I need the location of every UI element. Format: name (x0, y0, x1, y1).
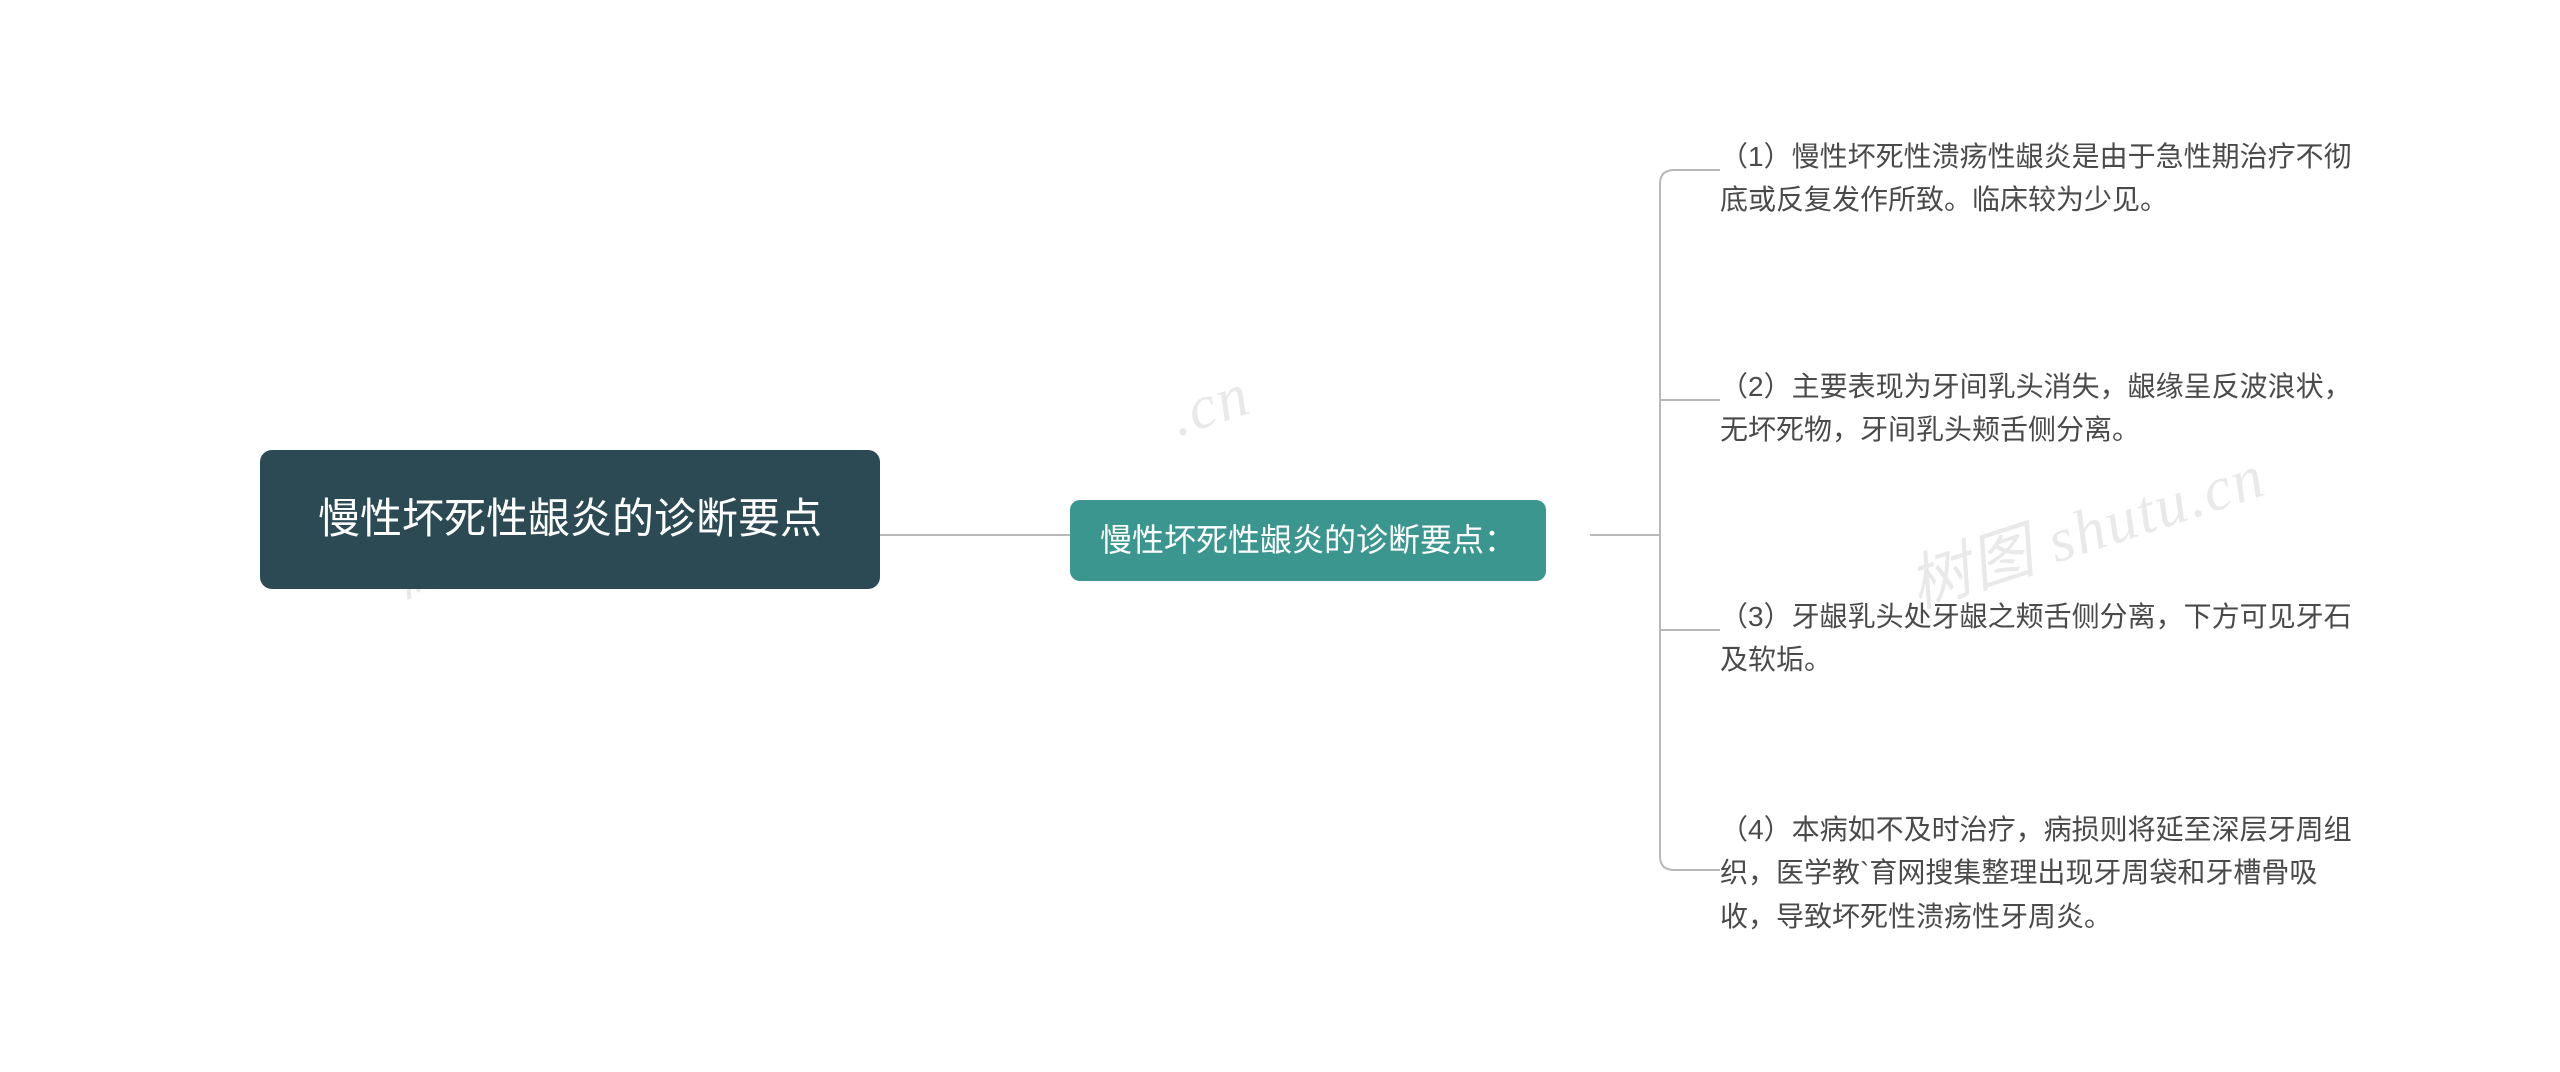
leaf-node: （3）牙龈乳头处牙龈之颊舌侧分离，下方可见牙石及软垢。 (1720, 595, 2360, 682)
leaf-text: （3）牙龈乳头处牙龈之颊舌侧分离，下方可见牙石及软垢。 (1720, 595, 2360, 682)
leaf-text: （1）慢性坏死性溃疡性龈炎是由于急性期治疗不彻底或反复发作所致。临床较为少见。 (1720, 135, 2360, 222)
leaf-node: （2）主要表现为牙间乳头消失，龈缘呈反波浪状，无坏死物，牙间乳头颊舌侧分离。 (1720, 365, 2360, 452)
root-node: 慢性坏死性龈炎的诊断要点 (260, 450, 880, 589)
mid-node: 慢性坏死性龈炎的诊断要点： (1070, 500, 1546, 581)
mindmap-canvas: 树图 shutu.cn .cn 树图 shutu.cn 慢性坏死性龈炎的诊断要点… (0, 0, 2560, 1072)
root-text: 慢性坏死性龈炎的诊断要点 (318, 490, 822, 549)
watermark: .cn (1161, 359, 1259, 451)
leaf-node: （4）本病如不及时治疗，病损则将延至深层牙周组织，医学教`育网搜集整理出现牙周袋… (1720, 808, 2360, 938)
connector-root-mid (880, 534, 1070, 536)
connector-mid-out (1590, 534, 1650, 536)
leaf-node: （1）慢性坏死性溃疡性龈炎是由于急性期治疗不彻底或反复发作所致。临床较为少见。 (1720, 135, 2360, 222)
mid-text: 慢性坏死性龈炎的诊断要点： (1100, 518, 1516, 563)
leaf-text: （4）本病如不及时治疗，病损则将延至深层牙周组织，医学教`育网搜集整理出现牙周袋… (1720, 808, 2360, 938)
leaf-text: （2）主要表现为牙间乳头消失，龈缘呈反波浪状，无坏死物，牙间乳头颊舌侧分离。 (1720, 365, 2360, 452)
